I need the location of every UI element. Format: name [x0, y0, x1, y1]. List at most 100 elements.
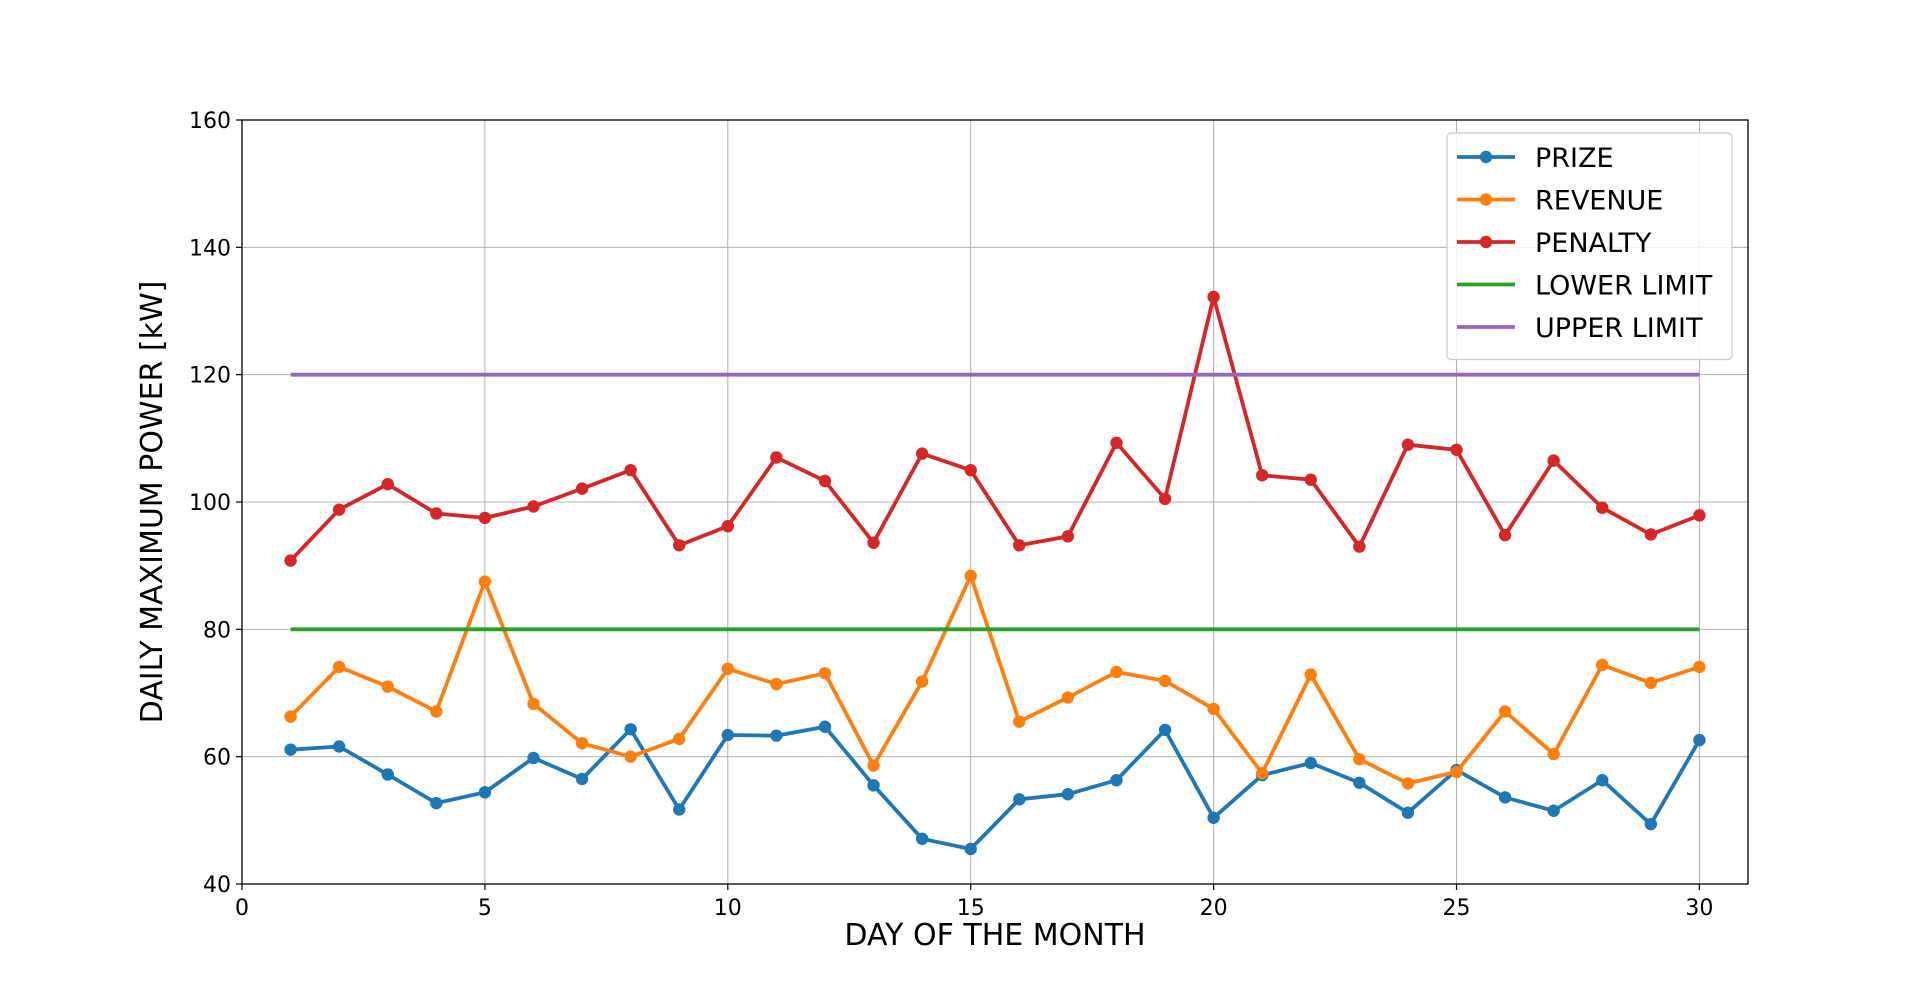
penalty-point: [964, 463, 977, 477]
revenue-point: [1255, 767, 1269, 780]
prize-point: [867, 779, 880, 792]
prize-point: [527, 751, 540, 765]
penalty-point: [478, 511, 492, 525]
revenue-point: [818, 667, 832, 680]
y-tick-label: 140: [189, 236, 231, 261]
penalty-point: [1644, 528, 1658, 541]
revenue-point: [575, 737, 589, 750]
prize-point: [1207, 811, 1220, 824]
prize-point: [964, 842, 977, 856]
prize-point: [478, 786, 492, 799]
legend-item-prize: PRIZE: [1457, 143, 1614, 174]
prize-point: [673, 803, 686, 816]
x-axis-title: DAY OF THE MONTH: [844, 918, 1145, 953]
penalty-point: [1013, 539, 1026, 552]
penalty-point: [381, 477, 394, 491]
prize-point: [721, 728, 735, 742]
series-layer: [284, 290, 1706, 856]
revenue-point: [1353, 753, 1366, 766]
legend-label: PENALTY: [1535, 228, 1652, 259]
legend-item-lower-limit: LOWER LIMIT: [1457, 271, 1713, 302]
penalty-point: [770, 451, 783, 464]
legend-item-revenue: REVENUE: [1457, 186, 1663, 217]
penalty-point: [1304, 473, 1317, 486]
legend-box: [1446, 132, 1733, 361]
revenue-point: [964, 569, 977, 583]
legend-item-penalty: PENALTY: [1457, 228, 1652, 259]
series-revenue: [284, 569, 1706, 790]
penalty-point: [1353, 540, 1366, 553]
penalty-point: [1693, 509, 1706, 522]
revenue-point: [527, 697, 540, 711]
prize-point: [1596, 774, 1609, 787]
revenue-point: [284, 710, 297, 723]
revenue-point: [1158, 674, 1172, 688]
penalty-point: [1061, 530, 1075, 543]
prize-point: [1353, 776, 1366, 789]
revenue-point: [673, 732, 686, 746]
revenue-point: [721, 662, 735, 676]
prize-point: [430, 796, 443, 810]
prize-point: [818, 720, 832, 733]
y-tick-label: 40: [203, 873, 231, 898]
revenue-point: [1401, 777, 1415, 790]
prize-point: [915, 832, 929, 845]
legend-label: REVENUE: [1535, 186, 1663, 217]
penalty-point: [1207, 290, 1220, 304]
penalty-point: [527, 500, 540, 513]
x-tick-label: 0: [235, 896, 249, 921]
revenue-point: [1110, 665, 1123, 679]
revenue-point: [381, 680, 394, 693]
prize-point: [381, 768, 394, 781]
revenue-point: [1547, 747, 1560, 761]
x-tick-label: 20: [1200, 896, 1228, 921]
y-tick-label: 80: [203, 618, 231, 643]
prize-point: [575, 772, 589, 786]
y-axis-title: DAILY MAXIMUM POWER [kW]: [135, 281, 170, 724]
penalty-point: [1450, 443, 1463, 456]
penalty-point: [1255, 469, 1269, 482]
legend-swatch-marker: [1479, 235, 1493, 249]
revenue-point: [430, 705, 443, 718]
penalty-point: [332, 503, 346, 516]
x-tick-label: 30: [1685, 896, 1713, 921]
legend-label: UPPER LIMIT: [1535, 313, 1703, 344]
legend-label: PRIZE: [1535, 143, 1614, 174]
revenue-point: [624, 750, 637, 763]
x-tick-label: 5: [478, 896, 492, 921]
revenue-point: [1693, 660, 1706, 674]
prize-point: [1110, 774, 1123, 787]
penalty-point: [1110, 436, 1123, 449]
prize-point: [1547, 804, 1560, 817]
series-prize: [284, 720, 1706, 856]
prize-point: [332, 740, 346, 753]
revenue-point: [1013, 715, 1026, 728]
penalty-line: [289, 295, 1701, 562]
penalty-point: [673, 539, 686, 552]
revenue-point: [1061, 691, 1075, 704]
prize-point: [1401, 806, 1415, 819]
penalty-point: [1401, 438, 1415, 451]
penalty-point: [721, 519, 735, 533]
penalty-point: [818, 474, 832, 488]
penalty-point: [1596, 501, 1609, 514]
prize-point: [1013, 793, 1026, 806]
penalty-point: [1547, 454, 1560, 467]
legend-swatch-marker: [1479, 193, 1493, 206]
revenue-point: [1207, 702, 1220, 716]
y-tick-label: 160: [189, 109, 231, 134]
legend-swatch-marker: [1479, 150, 1493, 164]
penalty-point: [624, 463, 637, 477]
revenue-point: [332, 660, 346, 674]
x-tick-label: 10: [714, 896, 742, 921]
revenue-point: [1304, 668, 1317, 681]
revenue-point: [1450, 765, 1463, 779]
legend-label: LOWER LIMIT: [1535, 271, 1713, 302]
x-tick-label: 15: [957, 896, 985, 921]
y-tick-label: 120: [189, 364, 231, 389]
penalty-point: [284, 554, 297, 567]
legend-item-upper-limit: UPPER LIMIT: [1457, 313, 1703, 344]
prize-point: [1061, 788, 1075, 801]
